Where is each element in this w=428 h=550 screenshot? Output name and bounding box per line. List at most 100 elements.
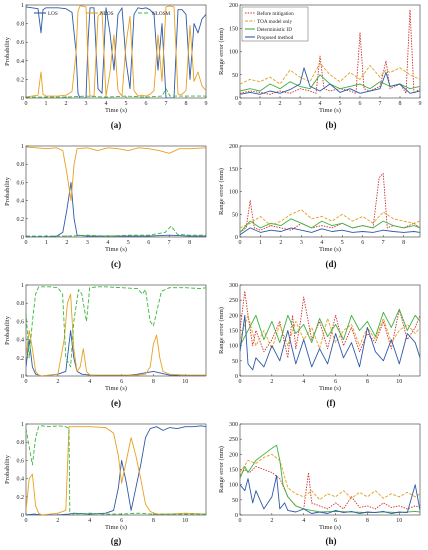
y-axis-label: Probability (4, 315, 11, 345)
series-line-proposed-method (240, 314, 420, 371)
panel-a: 0 1 2 3 4 5 6 7 8 9 0 0.2 0.4 0.6 0.8 1 Time (s) Probabil… (4, 3, 208, 130)
plot-frame (25, 423, 207, 516)
y-tick-label: 0.8 (17, 22, 25, 28)
y-tick-label: 0.6 (17, 319, 25, 325)
legend-entry: Before mitigation (257, 10, 294, 17)
legend-entry: Deterministic ID (257, 27, 292, 33)
x-tick-label: 6 (145, 101, 148, 107)
x-axis-label: Time (s) (319, 385, 341, 392)
legend: Before mitigation TOA model only Determini… (241, 6, 309, 42)
x-tick-label: 1 (45, 101, 48, 107)
legend-box (241, 6, 309, 42)
x-tick-label: 5 (341, 240, 344, 246)
y-tick-label: 0 (21, 235, 24, 241)
x-tick-label: 4 (319, 101, 322, 107)
x-tick-label: 7 (168, 240, 171, 246)
y-tick-label: 0.4 (17, 59, 25, 65)
x-tick-label: 6 (120, 379, 123, 385)
x-tick-label: 8 (366, 518, 369, 524)
x-tick-label: 3 (299, 101, 302, 107)
y-axis-label: Probability (4, 176, 11, 206)
x-tick-label: 5 (127, 240, 130, 246)
x-tick-label: 7 (165, 101, 168, 107)
series-line-nlos (26, 426, 206, 515)
x-tick-label: 2 (270, 379, 273, 385)
x-tick-label: 4 (105, 101, 108, 107)
y-tick-label: 0.4 (17, 338, 25, 344)
plot-frame (239, 284, 421, 377)
x-tick-label: 0 (239, 518, 242, 524)
x-tick-label: 8 (399, 101, 402, 107)
panel-b: 0 1 2 3 4 5 6 7 8 9 0 50 100 150 200 Time (s) Range erro… (218, 3, 422, 130)
y-tick-label: 200 (229, 452, 238, 458)
y-tick-label: 100 (229, 483, 238, 489)
y-tick-label: 250 (229, 298, 238, 304)
x-tick-label: 10 (182, 518, 188, 524)
series-line-deterministic-id (240, 218, 420, 233)
y-tick-label: 0.2 (17, 495, 25, 501)
y-tick-label: 50 (232, 73, 238, 79)
series-line-before-mitigation (240, 9, 420, 95)
panel-label: (e) (111, 398, 121, 408)
x-tick-label: 6 (147, 240, 150, 246)
x-axis-label: Time (s) (105, 524, 127, 531)
x-tick-label: 3 (86, 240, 89, 246)
y-tick-label: 1 (21, 144, 24, 150)
x-axis-label: Time (s) (105, 246, 127, 253)
x-tick-label: 1 (259, 240, 262, 246)
y-tick-label: 100 (229, 190, 238, 196)
x-tick-label: 2 (279, 240, 282, 246)
x-tick-label: 0 (25, 518, 28, 524)
y-tick-label: 50 (232, 359, 238, 365)
series-line-before-mitigation (240, 172, 420, 233)
x-tick-label: 4 (106, 240, 109, 246)
y-tick-label: 150 (229, 167, 238, 173)
legend-entry: NLOSM (152, 11, 171, 17)
series-line-toa-model-only (240, 62, 420, 85)
series-line-toa-model-only (240, 314, 420, 350)
plot-frame (25, 284, 207, 377)
x-tick-label: 2 (56, 518, 59, 524)
series-line-los (26, 6, 206, 98)
y-tick-label: 150 (229, 26, 238, 32)
x-tick-label: 7 (382, 240, 385, 246)
y-tick-label: 200 (229, 3, 238, 9)
panel-label: (g) (111, 536, 122, 546)
x-tick-label: 10 (396, 379, 402, 385)
y-axis-label: Range error (mm) (218, 28, 225, 75)
series-line-nlos (26, 146, 206, 202)
y-tick-label: 300 (229, 422, 238, 428)
x-tick-label: 1 (45, 240, 48, 246)
x-tick-label: 6 (334, 379, 337, 385)
x-tick-label: 5 (339, 101, 342, 107)
x-tick-label: 5 (125, 101, 128, 107)
series-line-deterministic-id (240, 444, 420, 514)
y-tick-label: 250 (229, 437, 238, 443)
y-tick-label: 0 (235, 374, 238, 380)
legend-entry: TOA model only (257, 19, 292, 25)
x-tick-label: 0 (25, 101, 28, 107)
panel-g: 0 2 4 6 8 10 0 0.2 0.4 0.6 0.8 1 Time (s) Probability… (4, 422, 207, 546)
panel-label: (d) (326, 259, 337, 269)
y-tick-label: 0 (235, 513, 238, 519)
x-tick-label: 4 (320, 240, 323, 246)
x-tick-label: 6 (120, 518, 123, 524)
plot-frame (25, 4, 207, 99)
legend-entry: Proposed method (257, 35, 294, 41)
x-tick-label: 8 (185, 101, 188, 107)
x-tick-label: 2 (65, 101, 68, 107)
y-axis-label: Range error (mm) (218, 168, 225, 215)
panel-label: (c) (111, 259, 121, 269)
x-axis-label: Time (s) (319, 524, 341, 531)
x-tick-label: 4 (88, 518, 91, 524)
x-tick-label: 2 (279, 101, 282, 107)
x-tick-label: 9 (205, 101, 208, 107)
x-tick-label: 4 (88, 379, 91, 385)
y-tick-label: 0 (21, 513, 24, 519)
x-tick-label: 4 (302, 518, 305, 524)
y-tick-label: 0.2 (17, 217, 25, 223)
x-tick-label: 8 (152, 518, 155, 524)
series-line-before-mitigation (240, 466, 420, 510)
y-tick-label: 150 (229, 468, 238, 474)
